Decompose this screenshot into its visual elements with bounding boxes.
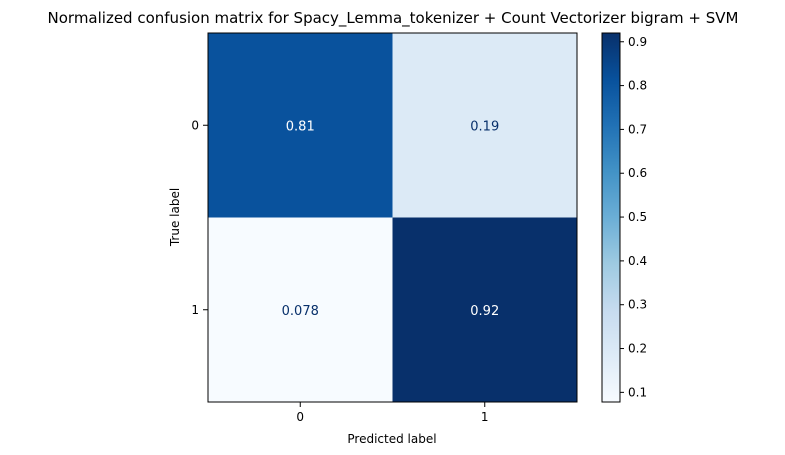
cell-label-0-1: 0.19 bbox=[470, 119, 499, 134]
plot-frame bbox=[207, 32, 578, 403]
cell-label-1-1: 0.92 bbox=[470, 304, 499, 319]
colorbar bbox=[601, 32, 621, 403]
colorbar-tick-label-0: 0.1 bbox=[628, 385, 647, 399]
x-axis-label: Predicted label bbox=[347, 432, 436, 446]
y-tick-label-1: 1 bbox=[191, 303, 199, 317]
matrix-cell-0-1 bbox=[392, 33, 577, 218]
chart-title: Normalized confusion matrix for Spacy_Le… bbox=[48, 9, 739, 28]
colorbar-tick-label-6: 0.7 bbox=[628, 122, 647, 136]
colorbar-tick-label-2: 0.3 bbox=[628, 298, 647, 312]
colorbar-tick-label-5: 0.6 bbox=[628, 166, 647, 180]
matrix-cells bbox=[208, 33, 577, 402]
matrix-cell-1-1 bbox=[392, 217, 577, 402]
matrix-cell-0-0 bbox=[208, 33, 393, 218]
cell-label-1-0: 0.078 bbox=[282, 304, 319, 319]
colorbar-tick-label-3: 0.4 bbox=[628, 254, 647, 268]
colorbar-tick-label-1: 0.2 bbox=[628, 342, 647, 356]
y-axis-label: True label bbox=[168, 188, 182, 247]
colorbar-tick-label-7: 0.8 bbox=[628, 79, 647, 93]
x-tick-label-0: 0 bbox=[296, 410, 304, 424]
y-tick-label-0: 0 bbox=[191, 118, 199, 132]
matrix-cell-labels: 0.81 0.19 0.078 0.92 bbox=[282, 119, 500, 319]
x-tick-label-1: 1 bbox=[481, 410, 489, 424]
colorbar-tick-label-4: 0.5 bbox=[628, 210, 647, 224]
cell-label-0-0: 0.81 bbox=[286, 119, 315, 134]
colorbar-ticks: 0.1 0.2 0.3 0.4 0.5 0.6 0.7 0.8 0.9 bbox=[620, 35, 647, 399]
colorbar-tick-label-8: 0.9 bbox=[628, 35, 647, 49]
y-axis-ticks: 01 bbox=[191, 118, 208, 317]
matrix-cell-1-0 bbox=[208, 217, 393, 402]
